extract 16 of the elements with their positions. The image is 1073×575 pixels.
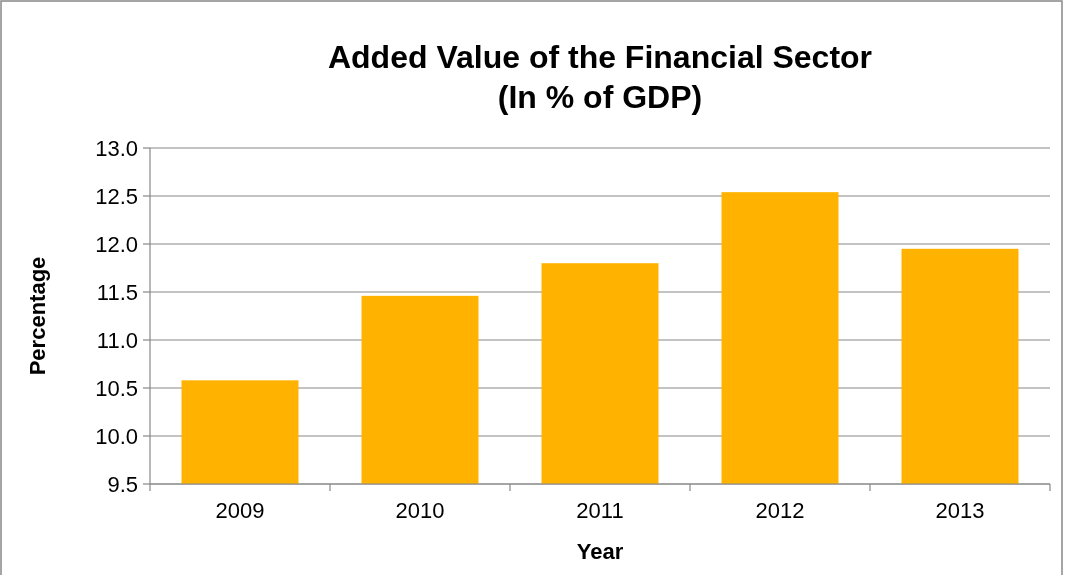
y-tick-label: 12.0 xyxy=(95,231,138,257)
y-tick-label: 11.0 xyxy=(96,327,138,353)
x-axis-title: Year xyxy=(576,539,624,564)
y-tick-label: 13.0 xyxy=(95,135,138,161)
y-tick-label: 10.0 xyxy=(95,423,138,449)
x-tick-label: 2011 xyxy=(576,498,624,523)
x-tick-label: 2012 xyxy=(755,498,805,523)
y-tick-label: 11.5 xyxy=(96,279,138,305)
chart-title: Added Value of the Financial Sector (In % of GDP) xyxy=(327,39,873,115)
x-tick-label: 2009 xyxy=(215,498,265,523)
y-tick-label: 10.5 xyxy=(95,375,138,401)
y-tick-label: 12.5 xyxy=(95,183,138,209)
y-tick-label: 9.5 xyxy=(107,471,138,497)
x-tick-label: 2013 xyxy=(935,498,985,523)
x-tick-label: 2010 xyxy=(395,498,445,523)
y-axis-title: Percentage xyxy=(25,256,50,376)
